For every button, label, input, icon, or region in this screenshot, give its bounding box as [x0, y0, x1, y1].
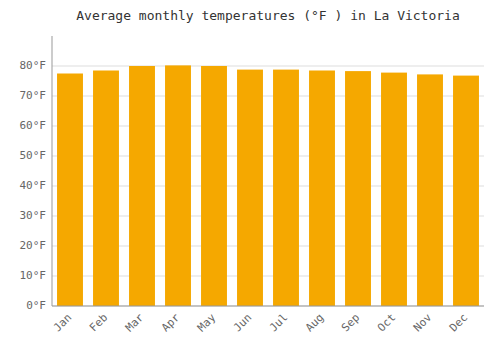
y-tick-label: 40°F	[20, 179, 47, 192]
bars	[57, 65, 479, 306]
x-tick-label: Mar	[123, 311, 147, 335]
x-tick-label: Apr	[159, 311, 183, 335]
grid	[52, 66, 484, 306]
x-tick-label: Aug	[303, 311, 326, 334]
bar	[93, 71, 119, 307]
x-tick-label: Jul	[267, 311, 290, 334]
grid-line	[52, 66, 484, 67]
x-tick-label: Jan	[51, 311, 74, 334]
bar	[453, 76, 479, 306]
y-axis-line	[52, 36, 53, 306]
bar	[417, 74, 443, 306]
y-tick-label: 50°F	[20, 149, 47, 162]
bar	[201, 66, 227, 306]
bar	[309, 71, 335, 307]
x-tick-label: Nov	[411, 311, 435, 335]
title: Average monthly temperatures (°F ) in La…	[76, 8, 460, 23]
x-tick-label: Dec	[447, 311, 470, 334]
x-axis-line	[52, 306, 484, 307]
x-tick-label: May	[195, 311, 219, 335]
y-tick-label: 10°F	[20, 269, 47, 282]
x-tick-label: Oct	[375, 311, 398, 334]
x-tick-label: Jun	[231, 311, 254, 334]
bar	[165, 65, 191, 306]
y-axis: 0°F 10°F 20°F 30°F 40°F 50°F 60°F 70°F 80°F	[20, 36, 53, 312]
y-tick-label: 60°F	[20, 119, 47, 132]
bar	[345, 71, 371, 306]
chart-container: Average monthly temperatures (°F ) in La…	[0, 0, 500, 350]
bar	[381, 73, 407, 306]
x-tick-label: Sep	[339, 311, 362, 334]
y-tick-label: 30°F	[20, 209, 47, 222]
grid-line	[52, 306, 484, 307]
y-tick-label: 70°F	[20, 89, 47, 102]
y-tick-label: 0°F	[26, 299, 46, 312]
x-tick-label: Feb	[87, 311, 110, 334]
x-axis: Jan Feb Mar Apr May Jun Jul Aug Sep Oct Nov Dec	[51, 306, 484, 334]
bar	[237, 70, 263, 306]
bar	[273, 70, 299, 306]
y-tick-label: 20°F	[20, 239, 47, 252]
chart-svg: Average monthly temperatures (°F ) in La…	[0, 0, 500, 350]
bar	[57, 74, 83, 307]
y-tick-label: 80°F	[20, 59, 47, 72]
bar	[129, 66, 155, 306]
